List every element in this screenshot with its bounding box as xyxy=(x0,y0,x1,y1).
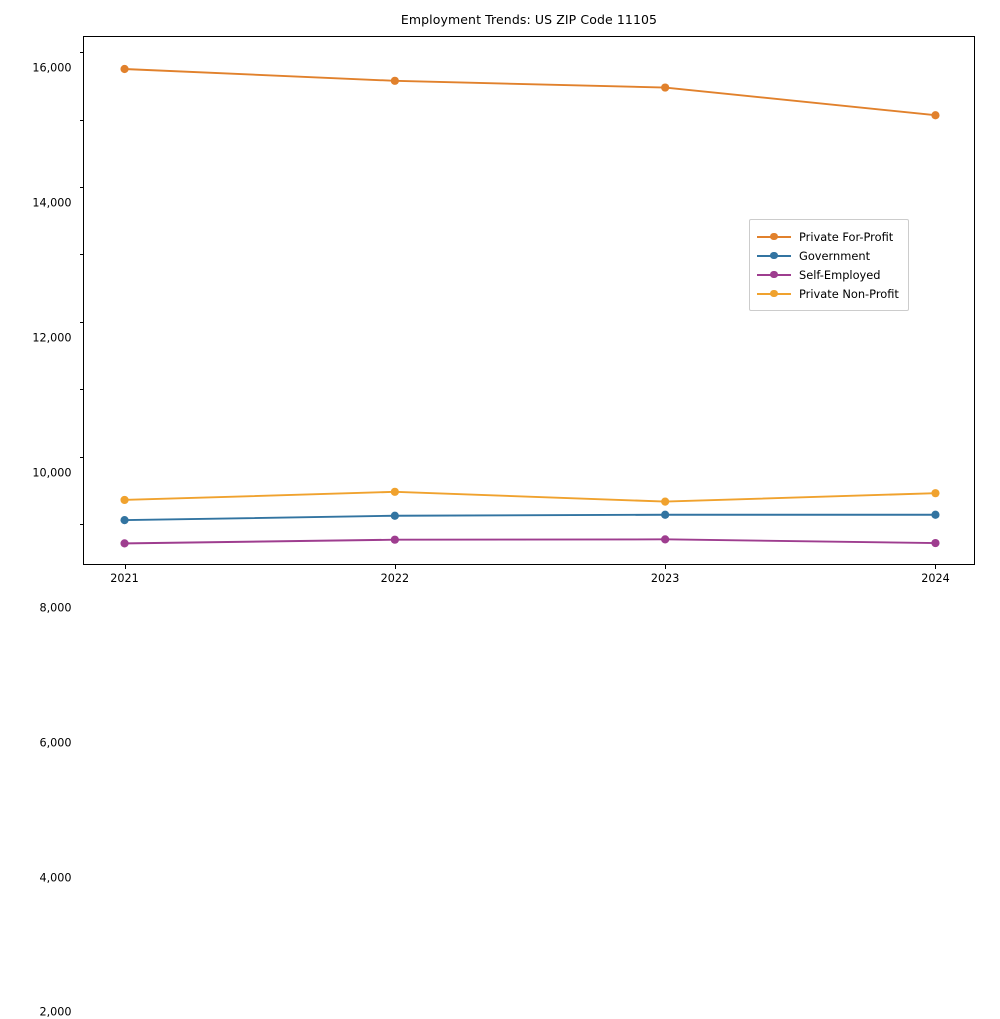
x-axis-tick-label: 2024 xyxy=(921,572,950,585)
y-axis-tick-label: 16,000 xyxy=(32,61,72,75)
series-marker xyxy=(661,83,670,92)
series-marker xyxy=(931,510,940,519)
y-axis-tick-label: 8,000 xyxy=(39,601,72,615)
legend-item[interactable]: Private Non-Profit xyxy=(757,284,899,303)
legend-item-label: Private For-Profit xyxy=(799,229,894,244)
legend-item-label: Government xyxy=(799,248,871,263)
x-axis-tick-label: 2021 xyxy=(110,572,139,585)
chart-title: Employment Trends: US ZIP Code 11105 xyxy=(400,12,658,27)
series-marker xyxy=(120,516,129,525)
series-line xyxy=(123,513,937,522)
series-marker xyxy=(390,76,399,85)
legend-dot-icon xyxy=(770,251,778,260)
series-marker xyxy=(390,535,399,544)
legend-swatch-icon xyxy=(757,288,791,300)
series-marker xyxy=(931,489,940,498)
series-line xyxy=(123,490,937,503)
legend-dot-icon xyxy=(770,289,778,298)
x-axis-tick-mark xyxy=(665,564,667,569)
series-marker xyxy=(390,487,399,496)
y-axis-tick-label: 2,000 xyxy=(39,1005,72,1019)
y-axis-tick-mark: 2,000 xyxy=(39,524,84,1019)
y-axis-tick-mark: 10,000 xyxy=(32,254,84,479)
series-marker xyxy=(390,511,399,520)
legend-dot-icon xyxy=(770,232,778,241)
chart-data-layer xyxy=(120,64,940,548)
chart-series-self-employed xyxy=(120,535,940,548)
legend-swatch-icon xyxy=(757,250,791,262)
x-axis-tick-mark xyxy=(124,564,126,569)
legend-item-label: Self-Employed xyxy=(799,267,881,282)
y-axis-tick-label: 6,000 xyxy=(39,736,72,750)
series-line xyxy=(123,538,937,545)
legend-item[interactable]: Private For-Profit xyxy=(757,227,899,246)
series-marker xyxy=(120,64,129,74)
y-axis-tick-mark: 16,000 xyxy=(32,52,84,75)
legend-swatch-icon xyxy=(757,269,791,281)
x-axis-tick-mark xyxy=(394,564,396,569)
y-axis-tick-label: 10,000 xyxy=(32,466,72,480)
series-marker xyxy=(120,539,129,548)
chart-legend: Private For-Profit Government Self-Employe… xyxy=(749,219,909,311)
series-marker xyxy=(661,497,670,506)
y-axis-tick-label: 4,000 xyxy=(39,871,72,884)
y-axis-tick-label: 12,000 xyxy=(32,331,72,345)
series-marker xyxy=(931,538,940,548)
x-axis-tick-label: 2022 xyxy=(380,572,410,585)
series-marker xyxy=(120,495,129,505)
legend-item[interactable]: Self-Employed xyxy=(757,265,899,284)
y-axis-tick-mark: 4,000 xyxy=(39,456,84,884)
y-axis-tick-mark: 6,000 xyxy=(39,389,84,749)
chart-series-government xyxy=(120,510,940,525)
y-axis-tick-mark: 14,000 xyxy=(32,119,84,210)
series-marker xyxy=(661,510,670,519)
series-marker xyxy=(661,535,670,544)
chart-series-private-non-profit xyxy=(120,487,940,506)
y-axis-tick-label: 14,000 xyxy=(32,196,72,210)
legend-dot-icon xyxy=(770,270,778,279)
x-axis-tick-mark xyxy=(935,564,937,569)
y-axis-tick-mark: 8,000 xyxy=(39,321,84,614)
x-axis-tick-label: 2023 xyxy=(650,572,680,585)
legend-item-label: Private Non-Profit xyxy=(799,286,899,301)
legend-swatch-icon xyxy=(757,231,791,243)
chart-figure: Employment Trends: US ZIP Code 11105 2,0… xyxy=(32,12,975,1019)
series-marker xyxy=(931,111,940,120)
series-line xyxy=(123,68,937,117)
chart-series-private-for-profit xyxy=(120,64,940,120)
y-axis-tick-mark: 12,000 xyxy=(32,187,84,345)
legend-item[interactable]: Government xyxy=(757,246,899,265)
